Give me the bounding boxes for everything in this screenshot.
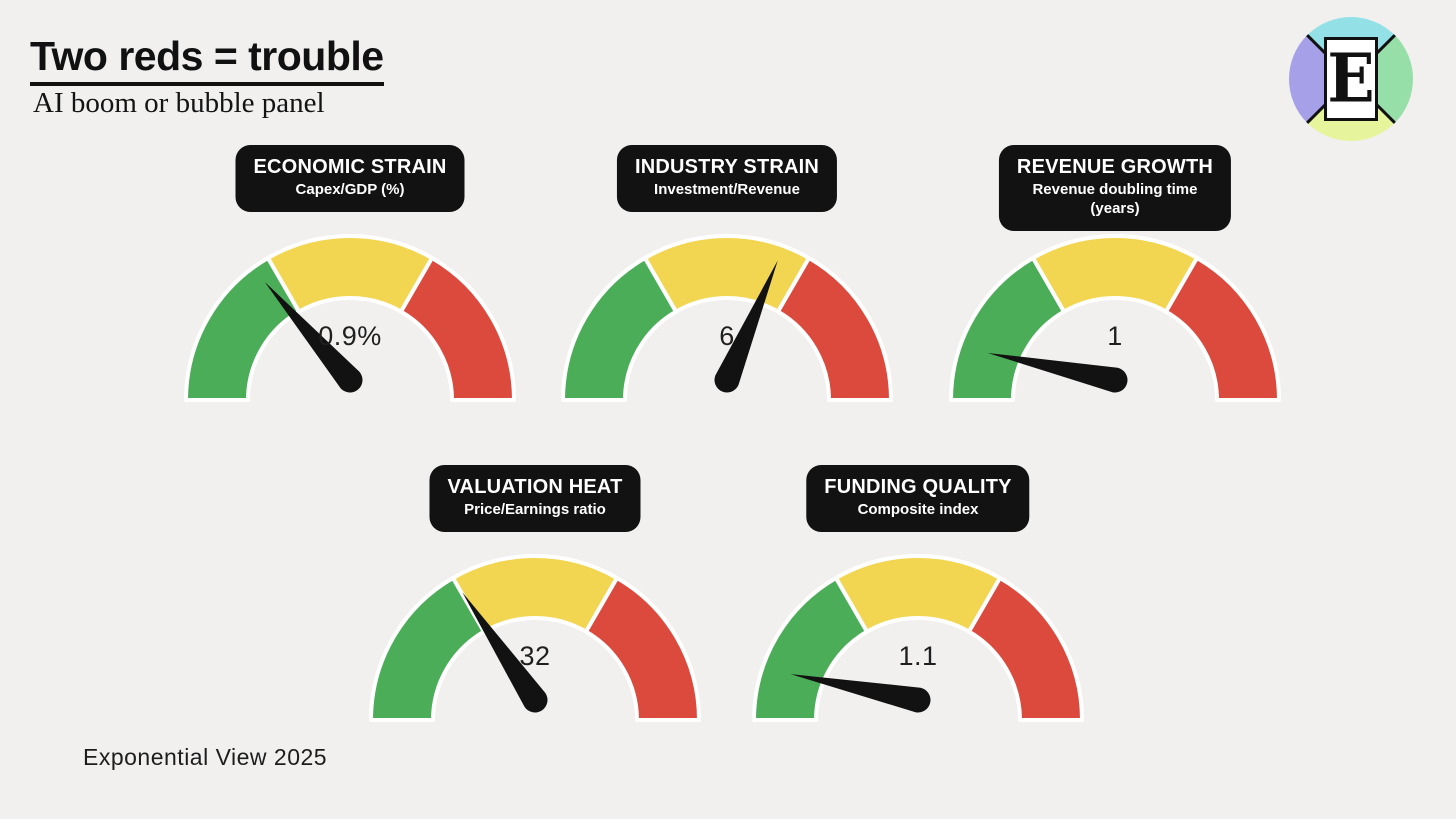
gauge-title: FUNDING QUALITY [824,476,1012,498]
gauge-label-pill: ECONOMIC STRAIN Capex/GDP (%) [235,145,465,212]
gauge-label-pill: VALUATION HEAT Price/Earnings ratio [429,465,641,532]
gauge-title: INDUSTRY STRAIN [634,156,820,178]
gauge-title: REVENUE GROWTH [1016,156,1214,178]
red-zone-segment [584,575,701,722]
red-zone-segment [776,255,893,402]
gauge-chart: 1.1 [746,544,1090,744]
gauge-title: VALUATION HEAT [447,476,623,498]
gauge-value: 0.9% [318,321,382,351]
logo-e-letter: E [1327,39,1375,118]
gauge-chart: 6 [555,224,899,424]
valuation-heat-dial [369,554,701,722]
gauge-subtitle: Investment/Revenue [654,181,800,198]
industry-strain-dial [561,234,893,402]
attribution-text: Exponential View 2025 [83,744,328,770]
gauge-needle [714,260,778,393]
red-zone-segment [399,255,516,402]
gauge-chart: 0.9% [178,224,522,424]
gauge-value: 1.1 [898,641,938,671]
gauge-chart: 1 [943,224,1287,424]
gauge-label-pill: INDUSTRY STRAIN Investment/Revenue [616,145,838,212]
economic-strain-dial [184,234,516,402]
gauge-needle [790,674,931,713]
red-zone-segment [1164,255,1281,402]
page-subtitle: AI boom or bubble panel [33,87,325,119]
gauge-needle [264,281,363,393]
gauge-needle [987,352,1128,393]
logo-letter-box: E [1324,37,1378,121]
page-title: Two reds = trouble [30,33,384,87]
gauge-subtitle: Price/Earnings ratio [464,501,606,518]
exponential-view-logo: E [1289,17,1413,141]
gauge-label-pill: REVENUE GROWTH Revenue doubling time (ye… [998,145,1232,231]
funding-quality-dial [752,554,1084,722]
gauge-value: 1 [1107,321,1123,351]
gauge-subtitle: Capex/GDP (%) [295,181,405,198]
gauge-value: 6 [719,321,735,351]
gauge-chart: 32 [363,544,707,744]
gauge-value: 32 [519,641,551,671]
gauge-subtitle: Revenue doubling time (years) [1032,181,1198,217]
revenue-growth-dial [949,234,1281,402]
red-zone-segment [967,575,1084,722]
gauge-needle [462,592,548,713]
gauge-subtitle: Composite index [857,501,979,518]
gauge-label-pill: FUNDING QUALITY Composite index [806,465,1030,532]
gauge-title: ECONOMIC STRAIN [253,156,447,178]
